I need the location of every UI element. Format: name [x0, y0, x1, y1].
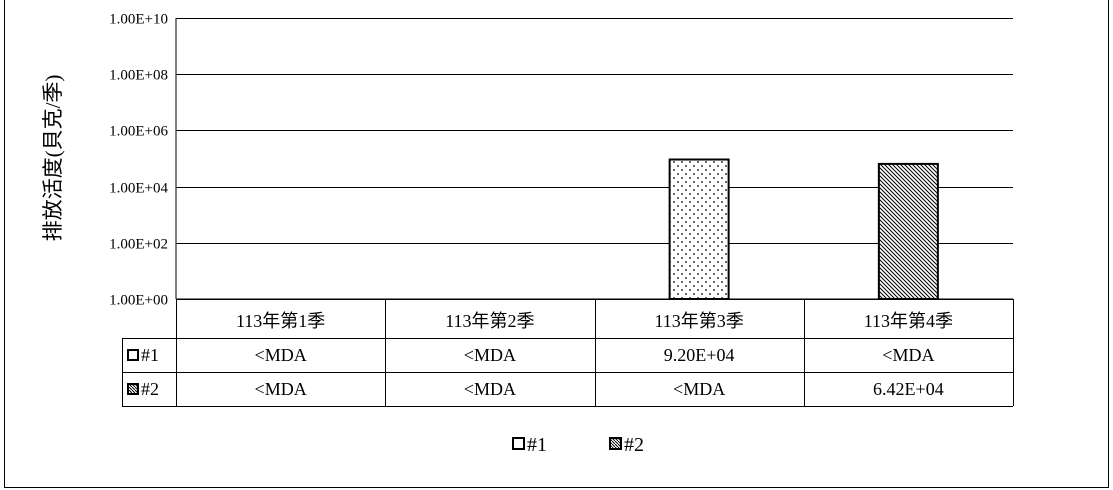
table-cell: <MDA [255, 345, 307, 365]
table-cell: 6.42E+04 [873, 379, 944, 399]
y-tick-labels: 1.00E+00 1.00E+02 1.00E+04 1.00E+06 1.00E+08… [109, 12, 168, 309]
y-tick-label: 1.00E+04 [109, 181, 168, 197]
x-tick-label: 113年第3季 [654, 311, 743, 331]
table-cell: <MDA [673, 379, 725, 399]
legend-label: #2 [624, 434, 644, 456]
bars [668, 158, 939, 300]
x-tick-label: 113年第2季 [445, 311, 534, 331]
y-axis-label: 排放活度(貝克/季) [41, 75, 65, 242]
y-tick-label: 1.00E+06 [109, 124, 168, 140]
table-series-name: #1 [141, 345, 159, 365]
x-tick-label: 113年第1季 [236, 311, 325, 331]
table-series-name: #2 [141, 379, 159, 399]
legend: #1 #2 [512, 434, 644, 456]
x-tick-label: 113年第4季 [864, 311, 953, 331]
legend-key [609, 437, 622, 450]
legend-label: #1 [527, 434, 547, 456]
y-tick-label: 1.00E+00 [109, 293, 168, 309]
y-tick-label: 1.00E+02 [109, 237, 168, 253]
bar-series-1 [668, 158, 730, 300]
y-tick-label: 1.00E+08 [109, 68, 168, 84]
bar-series-2 [877, 162, 939, 300]
legend-key [512, 437, 525, 450]
table-legend-key [127, 383, 139, 395]
table-legend-key [127, 349, 139, 361]
table-cell: 9.20E+04 [664, 345, 735, 365]
data-table: 113年第1季 113年第2季 113年第3季 113年第4季 #1 <MDA <MDA 9.… [122, 298, 1014, 407]
chart-frame [4, 0, 1109, 488]
table-cell: <MDA [882, 345, 934, 365]
y-tick-label: 1.00E+10 [109, 12, 168, 28]
table-cell: <MDA [464, 345, 516, 365]
table-cell: <MDA [464, 379, 516, 399]
table-cell: <MDA [255, 379, 307, 399]
